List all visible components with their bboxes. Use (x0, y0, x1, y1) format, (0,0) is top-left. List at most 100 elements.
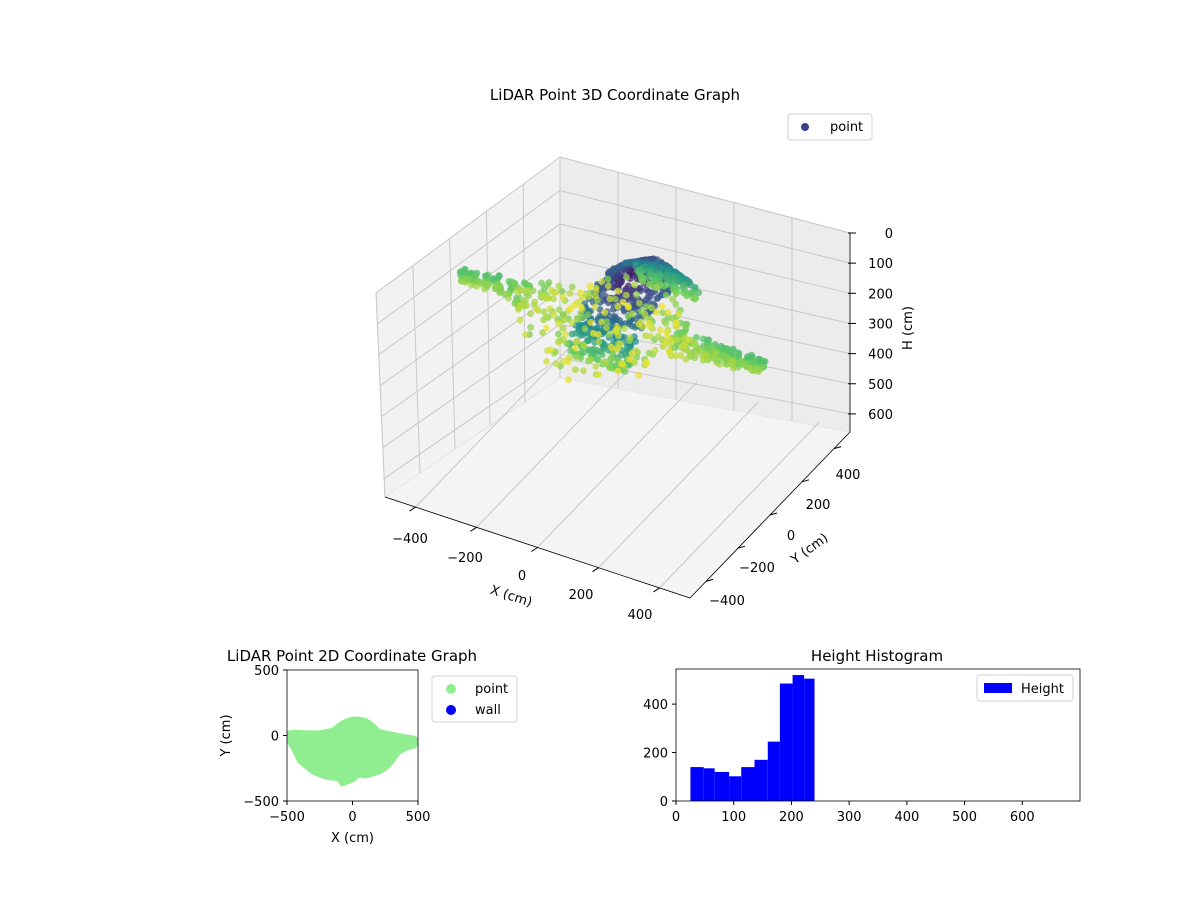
legend-marker-point (446, 684, 456, 694)
scatter-point (699, 335, 707, 343)
scatter-point (511, 280, 519, 287)
histogram-bar (767, 741, 780, 801)
scatter-point (565, 376, 572, 384)
histogram-bar (792, 675, 805, 801)
scatter-point (543, 357, 550, 365)
z-tick-label: 0 (885, 227, 893, 242)
scatter-point (691, 295, 699, 303)
scatter-point (554, 338, 562, 346)
scatter-point (705, 336, 713, 344)
legend-label-height: Height (1021, 682, 1064, 697)
scatter-point (470, 273, 478, 281)
axes-2d: −500 0 500 −500 0 500 X (cm) Y (cm) point wall (219, 664, 518, 846)
scatter-point (550, 295, 558, 303)
scatter-point (550, 311, 558, 319)
scatter-point (637, 318, 645, 326)
scatter-point (625, 282, 632, 290)
scatter-point (573, 338, 580, 345)
legend-label-point: point (475, 682, 508, 697)
scatter-point (565, 354, 573, 362)
scatter-point (601, 309, 609, 317)
x-tick-label: 200 (569, 588, 594, 603)
grid-wall-left-vertical (412, 265, 421, 474)
scatter-point (619, 298, 627, 306)
scatter-point (546, 305, 554, 313)
y-tick-label: 200 (643, 747, 668, 762)
scatter-point (659, 309, 667, 317)
scatter-point (598, 318, 606, 326)
grid-wall-horizontal (377, 189, 851, 325)
scatter-point (672, 352, 680, 360)
scatter-point (668, 295, 676, 303)
scatter-point (654, 333, 662, 341)
scatter-point (605, 330, 613, 338)
scatter-point (614, 303, 622, 311)
scatter-point (682, 323, 689, 331)
scatter-point (586, 356, 594, 364)
x-tick (592, 567, 599, 573)
scatter-point (635, 371, 643, 379)
scatter-point (555, 306, 563, 314)
scatter-point (646, 332, 654, 340)
scatter-point (622, 291, 630, 299)
scatter-point (677, 352, 685, 359)
scatter-point (603, 318, 610, 326)
z-tick-label: 100 (868, 257, 893, 272)
point-cloud-2d (287, 716, 418, 787)
scatter-point (554, 330, 562, 338)
grid-wall-horizontal (378, 223, 851, 356)
scatter-point (636, 299, 643, 307)
legend-label-wall: wall (475, 703, 501, 718)
scatter-point (613, 325, 620, 333)
y-tick-label: 500 (254, 664, 279, 679)
scatter-point (560, 336, 567, 344)
scatter-point (522, 331, 530, 339)
scatter-point (653, 308, 660, 316)
scatter-point (539, 329, 547, 337)
x-tick-label: 400 (628, 608, 653, 623)
scatter-point (461, 267, 469, 275)
scatter-point (645, 319, 653, 327)
y-tick-label: −400 (709, 594, 745, 609)
scatter-point (611, 295, 619, 303)
scatter-point (592, 363, 600, 370)
scatter-point (587, 318, 595, 326)
point-cloud (456, 255, 769, 384)
y-tick (801, 479, 810, 483)
scatter-point (547, 346, 555, 354)
scatter-point (636, 284, 644, 292)
scatter-point (527, 323, 535, 331)
scatter-point (651, 347, 659, 354)
scatter-point (628, 350, 636, 357)
scatter-point (561, 330, 569, 338)
scatter-point (683, 292, 691, 300)
scatter-point (602, 358, 610, 366)
histogram-bar (729, 776, 742, 801)
scatter-point (559, 324, 567, 332)
y-tick-label: −200 (739, 561, 775, 576)
histogram-bar (741, 767, 755, 801)
scatter-point (665, 347, 673, 355)
z-tick-label: 600 (868, 408, 893, 423)
x-tick-label: 0 (348, 810, 356, 825)
scatter-point (571, 366, 579, 374)
x-axis-label: X (cm) (488, 583, 534, 611)
grid-wall-horizontal (379, 256, 851, 387)
scatter-point (642, 303, 650, 310)
scatter-point (590, 345, 598, 353)
scatter-point (511, 300, 519, 307)
legend-3d: point (787, 113, 873, 141)
x-tick-label: 0 (518, 569, 526, 584)
scatter-point (504, 290, 511, 298)
scatter-point (616, 317, 624, 325)
axes-frame (675, 668, 1081, 802)
scatter-point (647, 304, 655, 312)
scatter-point (685, 336, 693, 343)
scatter-point (606, 295, 614, 303)
scatter-point (545, 279, 553, 286)
scatter-point (625, 356, 633, 363)
scatter-point (603, 324, 610, 331)
y-tick (737, 545, 746, 549)
z-tick-label: 200 (868, 287, 893, 302)
x-tick-label: 500 (406, 810, 431, 825)
